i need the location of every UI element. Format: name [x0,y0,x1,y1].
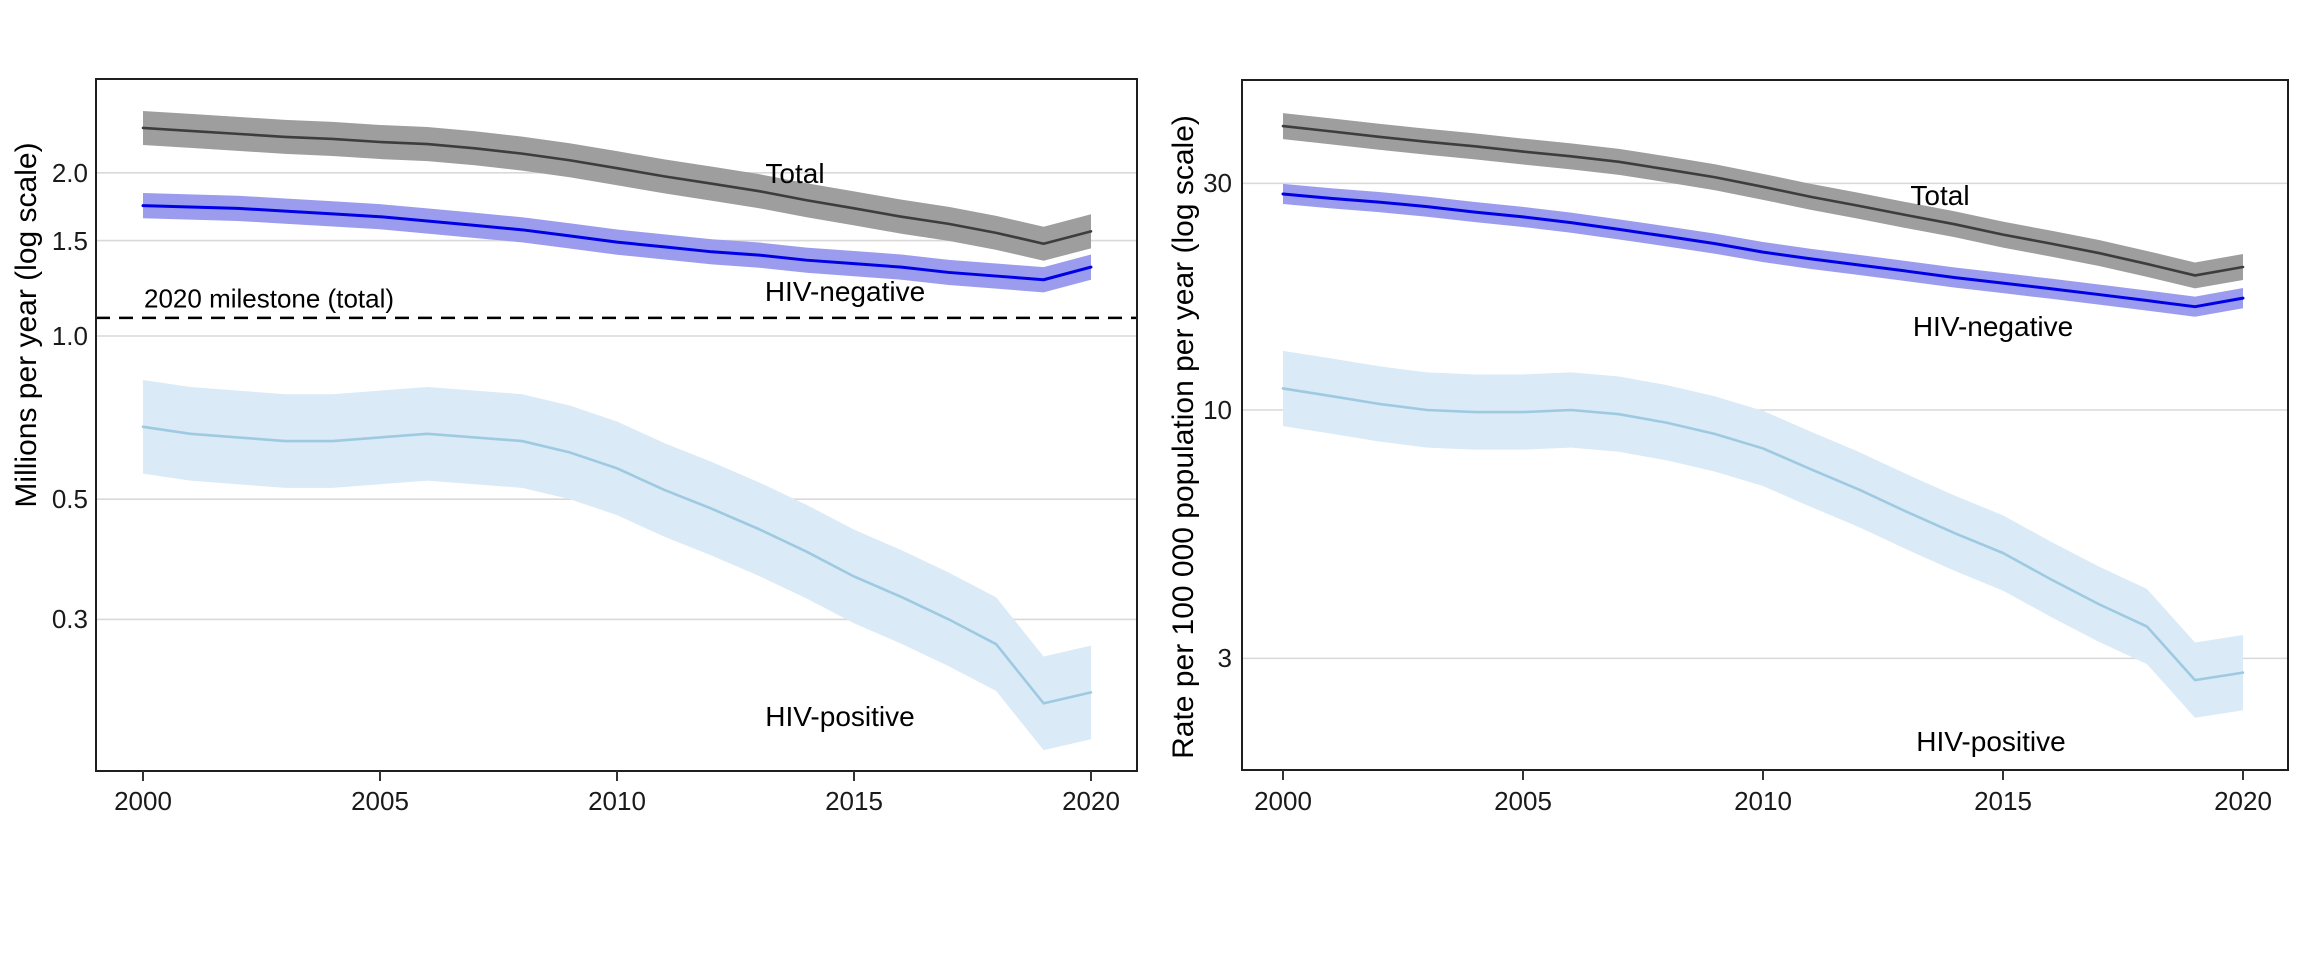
y-tick-label: 2.0 [51,157,88,188]
milestone-label: 2020 milestone (total) [144,283,395,314]
confidence-band-total [143,110,1091,261]
confidence-band-hiv-positive [1283,350,2243,718]
series-line-hiv-negative [141,204,1093,282]
series-line-hiv-positive [141,425,1093,705]
confidence-band-total [1283,113,2243,289]
series-line-total [1281,124,2245,277]
y-tick-label: 1.0 [51,321,88,351]
x-tick-label: 2020 [2214,786,2272,816]
x-tick-label: 2000 [114,786,172,816]
rate-hiv-positive-label: HIV-positive [1916,726,2066,757]
x-tick-label: 2010 [588,786,646,816]
x-tick-label: 2010 [1734,786,1792,816]
x-tick-label: 2015 [1974,786,2032,816]
y-tick-label: 30 [1203,168,1232,199]
deaths-total-label: Total [765,158,825,189]
rate-hiv-negative-label: HIV-negative [1912,311,2074,342]
x-tick-label: 2005 [351,786,409,816]
y-tick-label: 10 [1203,395,1232,425]
series-line-hiv-negative [1281,192,2245,309]
deaths-hiv-negative-label: HIV-negative [764,276,926,307]
y-tick-label: 3 [1217,643,1232,674]
x-tick-label: 2015 [825,786,883,816]
panel-border [1241,79,2289,771]
y-tick-label: 0.3 [51,604,88,635]
x-tick-label: 2005 [1494,786,1552,816]
y-tick-label: 0.5 [51,484,88,515]
rate-total-label: Total [1910,180,1970,211]
deaths-hiv-positive-label: HIV-positive [765,701,915,732]
x-tick-label: 2020 [1062,786,1120,816]
series-line-total [141,126,1093,246]
confidence-band-hiv-positive [143,379,1091,751]
y-tick-label: 1.5 [51,225,88,256]
x-tick-label: 2000 [1254,786,1312,816]
series-line-hiv-positive [1281,387,2245,682]
